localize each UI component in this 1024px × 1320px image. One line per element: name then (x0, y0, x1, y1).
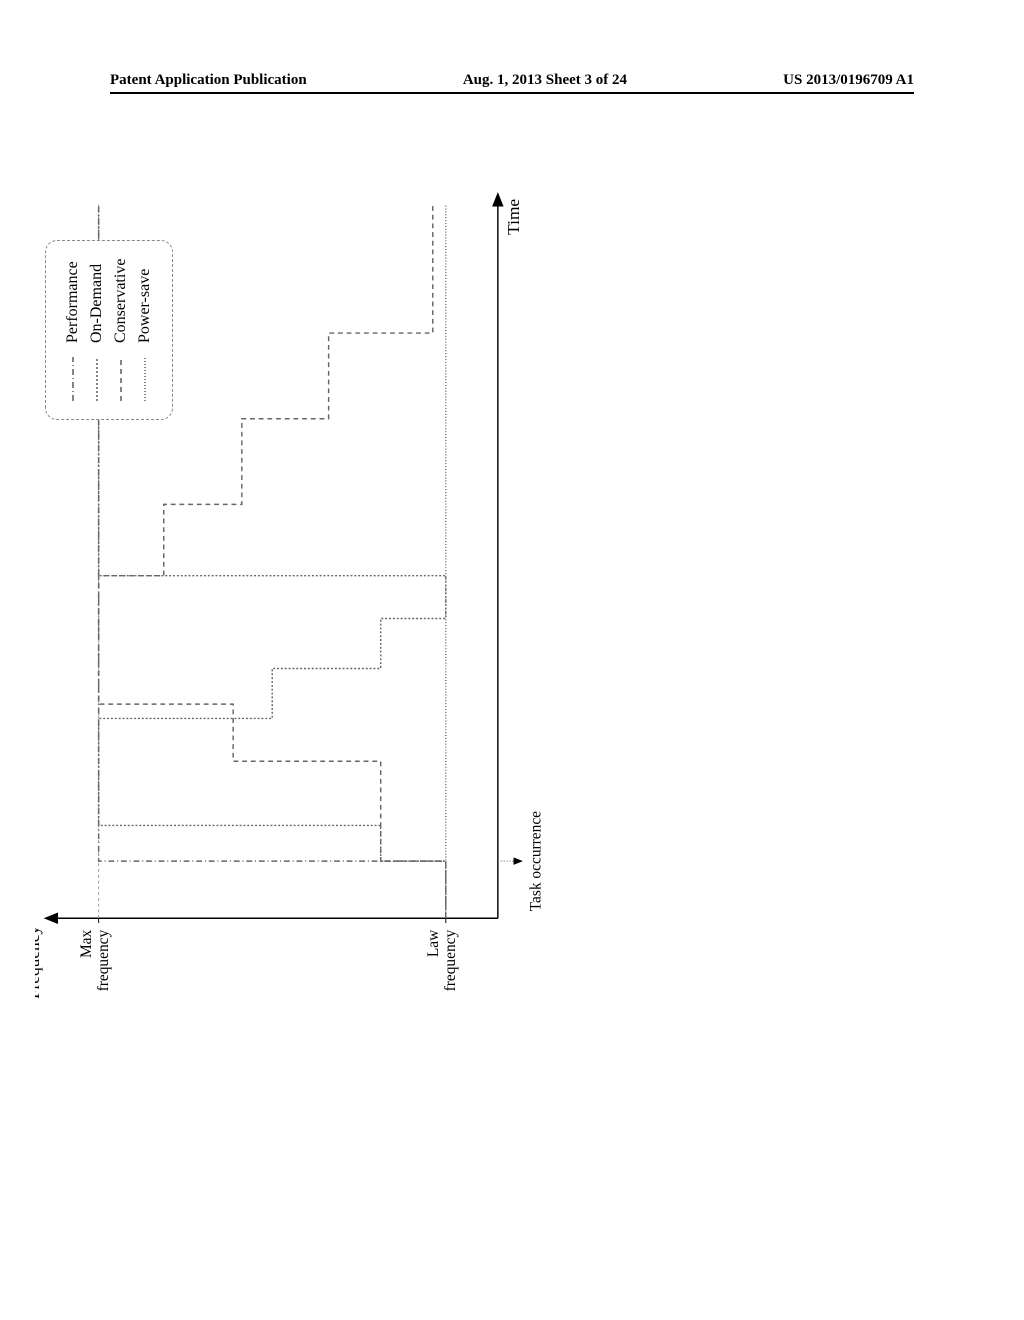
header-center: Aug. 1, 2013 Sheet 3 of 24 (463, 72, 627, 89)
legend-label-conservative: Conservative (112, 259, 130, 343)
legend-swatch-performance (66, 357, 80, 401)
legend-swatch-powersave (138, 357, 152, 401)
legend-item-performance: Performance (64, 259, 82, 401)
svg-text:Frequency: Frequency (35, 926, 43, 1000)
legend-item-powersave: Power-save (136, 259, 154, 401)
legend: Performance On-Demand Conservative Power-sa… (45, 240, 173, 420)
svg-text:Task occurrence: Task occurrence (527, 811, 544, 911)
header-left: Patent Application Publication (110, 72, 307, 89)
legend-swatch-conservative (114, 357, 128, 401)
header-right: US 2013/0196709 A1 (783, 72, 914, 89)
legend-item-ondemand: On-Demand (88, 259, 106, 401)
figure-3: FIG. 3 FrequencyMaxfrequencyLawfrequency… (15, 320, 1015, 1060)
svg-text:Maxfrequency: Maxfrequency (78, 929, 112, 991)
legend-swatch-ondemand (90, 357, 104, 401)
page-header: Patent Application Publication Aug. 1, 2… (0, 72, 1024, 89)
legend-item-conservative: Conservative (112, 259, 130, 401)
legend-label-ondemand: On-Demand (88, 264, 106, 343)
header-rule (110, 92, 914, 94)
svg-text:Time: Time (504, 199, 523, 235)
legend-label-powersave: Power-save (136, 269, 154, 343)
legend-label-performance: Performance (64, 261, 82, 343)
svg-text:Lawfrequency: Lawfrequency (425, 929, 459, 991)
